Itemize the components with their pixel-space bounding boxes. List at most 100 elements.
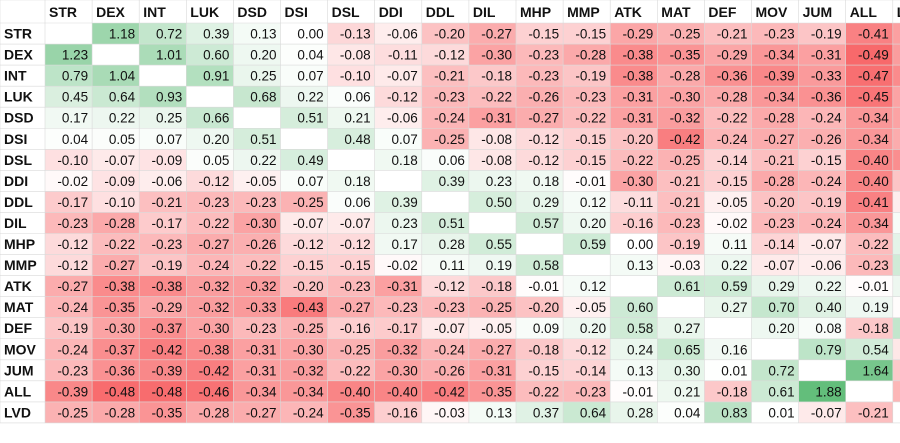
cell-value: -0.12 <box>528 153 559 168</box>
cell-value: -0.32 <box>199 300 230 315</box>
row-header-int: INT <box>4 68 27 84</box>
row-header-dex: DEX <box>4 47 33 63</box>
heatmap-cell <box>845 359 893 381</box>
cell-value: -0.19 <box>670 237 701 252</box>
heatmap-cell <box>704 86 752 108</box>
heatmap-cell <box>374 107 422 129</box>
heatmap-cell <box>139 128 187 150</box>
cell-value: -0.22 <box>199 216 230 231</box>
heatmap-cell <box>845 44 893 66</box>
row-header-mat: MAT <box>4 299 34 315</box>
heatmap-cell <box>657 296 705 318</box>
cell-value: -0.31 <box>481 363 512 378</box>
heatmap-cell <box>139 338 187 360</box>
heatmap-cell <box>892 44 900 66</box>
heatmap-cell <box>845 401 893 423</box>
heatmap-cell <box>751 401 799 423</box>
column-header-dil: DIL <box>473 4 496 20</box>
cell-value: -0.18 <box>528 342 559 357</box>
cell-value: 0.00 <box>297 27 323 42</box>
column-header-jum: JUM <box>803 4 833 20</box>
cell-value: 0.79 <box>62 69 88 84</box>
heatmap-cell <box>610 380 658 402</box>
cell-value: -0.23 <box>575 384 606 399</box>
heatmap-cell <box>468 86 516 108</box>
heatmap-cell <box>186 317 234 339</box>
heatmap-cell <box>468 380 516 402</box>
cell-value: -0.33 <box>246 300 277 315</box>
cell-value: -0.08 <box>481 153 512 168</box>
heatmap-cell <box>563 359 611 381</box>
cell-value: -0.27 <box>340 300 371 315</box>
cell-value: -0.39 <box>57 384 88 399</box>
heatmap-cell <box>516 86 564 108</box>
row-header-atk: ATK <box>4 278 32 294</box>
heatmap-cell <box>845 107 893 129</box>
heatmap-cell <box>374 86 422 108</box>
cell-value: -0.33 <box>811 69 842 84</box>
heatmap-cell <box>233 65 281 87</box>
heatmap-cell <box>751 380 799 402</box>
column-header-int: INT <box>143 4 166 20</box>
cell-value: -0.07 <box>764 258 795 273</box>
heatmap-cell <box>45 212 93 234</box>
row-header-mhp: MHP <box>4 236 35 252</box>
heatmap-cell <box>139 212 187 234</box>
cell-value: -0.23 <box>246 321 277 336</box>
heatmap-cell <box>280 233 328 255</box>
cell-value: 0.54 <box>863 342 890 357</box>
heatmap-cell <box>516 254 564 276</box>
heatmap-cell <box>139 317 187 339</box>
heatmap-cell <box>421 149 469 171</box>
heatmap-cell <box>516 107 564 129</box>
cell-value: 0.66 <box>203 111 229 126</box>
heatmap-cell <box>280 44 328 66</box>
cell-value: 0.39 <box>203 27 229 42</box>
cell-value: 0.25 <box>156 111 182 126</box>
cell-value: 0.60 <box>203 48 229 63</box>
heatmap-cell <box>280 275 328 297</box>
heatmap-cell <box>45 401 93 423</box>
cell-value: -0.05 <box>575 300 606 315</box>
cell-value: 0.13 <box>627 363 653 378</box>
heatmap-cell <box>657 275 705 297</box>
cell-value: -0.12 <box>57 237 88 252</box>
cell-value: -0.01 <box>575 174 606 189</box>
heatmap-cell <box>45 317 93 339</box>
cell-value: -0.05 <box>481 321 512 336</box>
cell-value: -0.25 <box>340 342 371 357</box>
heatmap-cell <box>798 254 846 276</box>
cell-value: 0.22 <box>721 258 747 273</box>
column-header-dsi: DSI <box>285 4 308 20</box>
heatmap-cell <box>421 401 469 423</box>
cell-value: 0.01 <box>721 363 747 378</box>
cell-value: -0.32 <box>199 279 230 294</box>
heatmap-cell <box>892 212 900 234</box>
heatmap-cell <box>139 380 187 402</box>
heatmap-cell <box>845 191 893 213</box>
cell-value: -0.23 <box>670 216 701 231</box>
cell-value: -0.22 <box>623 153 654 168</box>
heatmap-cell <box>563 44 611 66</box>
heatmap-cell <box>233 317 281 339</box>
heatmap-cell <box>92 296 140 318</box>
cell-value: 0.09 <box>533 321 559 336</box>
cell-value: -0.14 <box>717 153 748 168</box>
heatmap-cell <box>374 380 422 402</box>
cell-value: -0.11 <box>624 195 654 210</box>
heatmap-cell <box>798 338 846 360</box>
cell-value: 0.59 <box>580 237 606 252</box>
heatmap-cell <box>845 86 893 108</box>
heatmap-cell <box>892 128 900 150</box>
cell-value: -0.35 <box>104 300 135 315</box>
heatmap-cell <box>327 338 375 360</box>
cell-value: -0.41 <box>858 195 889 210</box>
cell-value: -0.30 <box>387 363 418 378</box>
heatmap-cell <box>704 254 752 276</box>
heatmap-cell <box>657 191 705 213</box>
heatmap-cell <box>563 401 611 423</box>
cell-value: -0.07 <box>104 153 135 168</box>
cell-value: -0.09 <box>152 153 183 168</box>
heatmap-cell <box>280 338 328 360</box>
